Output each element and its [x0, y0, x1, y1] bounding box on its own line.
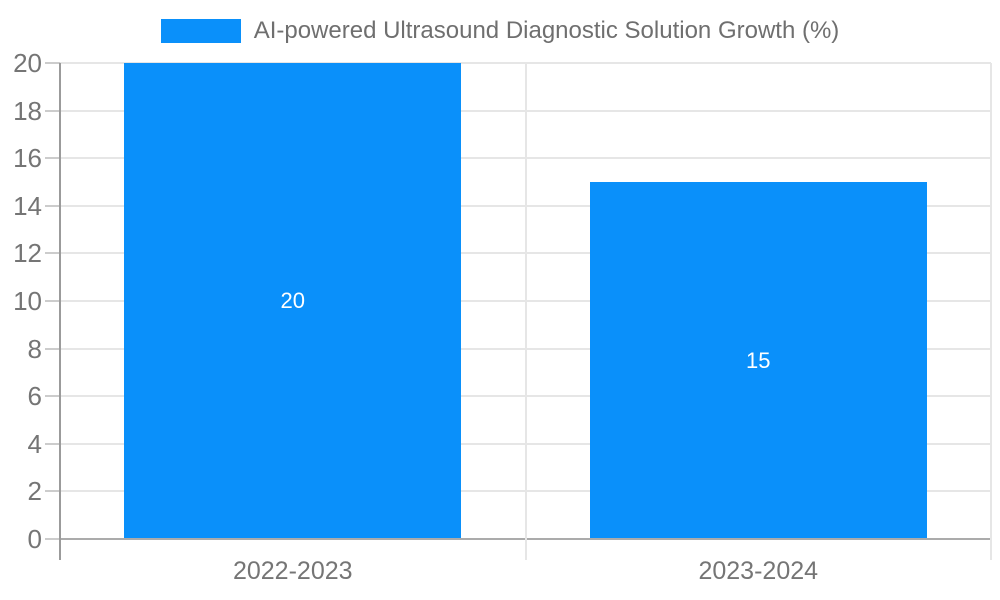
- y-tick-label: 12: [13, 238, 42, 269]
- y-tick: [45, 109, 60, 112]
- y-tick-label: 4: [27, 428, 42, 459]
- y-tick-label: 2: [27, 476, 42, 507]
- y-tick: [45, 157, 60, 160]
- bar-value-label: 15: [746, 347, 771, 373]
- y-tick-label: 20: [13, 48, 42, 78]
- y-tick-label: 8: [27, 333, 42, 364]
- x-category-label: 2023-2024: [698, 557, 819, 585]
- legend-item[interactable]: AI-powered Ultrasound Diagnostic Solutio…: [0, 16, 1000, 46]
- y-tick: [45, 490, 60, 493]
- y-tick: [45, 538, 60, 540]
- y-tick-label: 0: [27, 524, 42, 554]
- y-tick: [45, 204, 60, 207]
- bar[interactable]: 15: [589, 182, 927, 539]
- legend-label: AI-powered Ultrasound Diagnostic Solutio…: [253, 17, 840, 44]
- y-tick-label: 18: [13, 95, 42, 126]
- bar[interactable]: 20: [124, 63, 462, 539]
- y-tick: [45, 395, 60, 398]
- y-tick-label: 6: [27, 381, 42, 412]
- plot-right-border: [990, 63, 992, 560]
- y-tick: [45, 300, 60, 302]
- legend-swatch: [160, 19, 241, 43]
- y-axis-line: [59, 63, 61, 560]
- category-separator: [524, 63, 527, 560]
- x-category-label: 2022-2023: [232, 557, 353, 585]
- y-tick: [45, 62, 60, 64]
- y-tick-label: 10: [13, 286, 42, 316]
- bar-value-label: 20: [280, 288, 305, 313]
- y-tick: [45, 347, 60, 350]
- y-tick-label: 14: [13, 190, 42, 221]
- y-tick: [45, 442, 60, 445]
- y-tick-label: 16: [13, 143, 42, 174]
- y-tick: [45, 252, 60, 255]
